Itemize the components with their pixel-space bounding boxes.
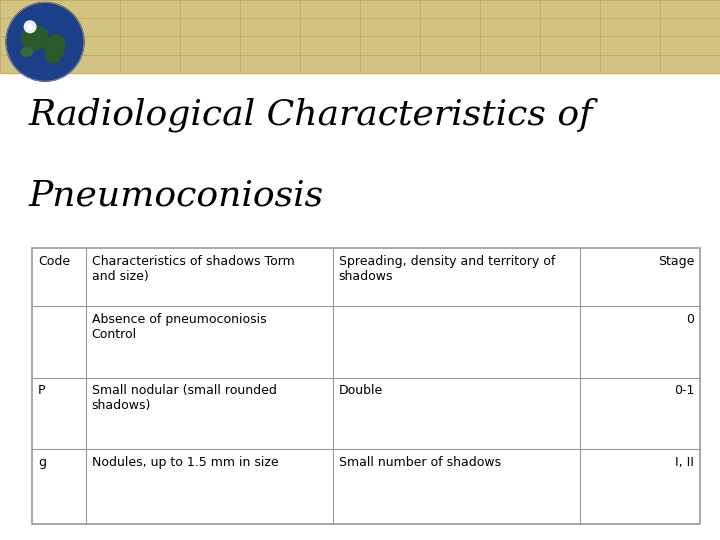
Circle shape xyxy=(27,24,32,29)
Text: Characteristics of shadows Torm
and size): Characteristics of shadows Torm and size… xyxy=(91,255,294,283)
Text: 0-1: 0-1 xyxy=(674,384,694,397)
Ellipse shape xyxy=(22,26,48,50)
Text: Pneumoconiosis: Pneumoconiosis xyxy=(29,178,324,212)
Text: Nodules, up to 1.5 mm in size: Nodules, up to 1.5 mm in size xyxy=(91,456,278,469)
Circle shape xyxy=(6,3,84,81)
Circle shape xyxy=(24,21,36,32)
Circle shape xyxy=(7,3,83,80)
Text: g: g xyxy=(38,456,46,469)
Ellipse shape xyxy=(45,34,65,63)
Text: Double: Double xyxy=(338,384,383,397)
Text: P: P xyxy=(38,384,45,397)
Text: Small number of shadows: Small number of shadows xyxy=(338,456,500,469)
Text: Small nodular (small rounded
shadows): Small nodular (small rounded shadows) xyxy=(91,384,276,413)
Text: Code: Code xyxy=(38,255,71,268)
Text: Absence of pneumoconiosis
Control: Absence of pneumoconiosis Control xyxy=(91,313,266,341)
Ellipse shape xyxy=(21,48,32,56)
Text: Spreading, density and territory of
shadows: Spreading, density and territory of shad… xyxy=(338,255,555,283)
Text: I, II: I, II xyxy=(675,456,694,469)
Text: Stage: Stage xyxy=(657,255,694,268)
Text: Radiological Characteristics of: Radiological Characteristics of xyxy=(29,97,593,132)
Text: 0: 0 xyxy=(686,313,694,326)
